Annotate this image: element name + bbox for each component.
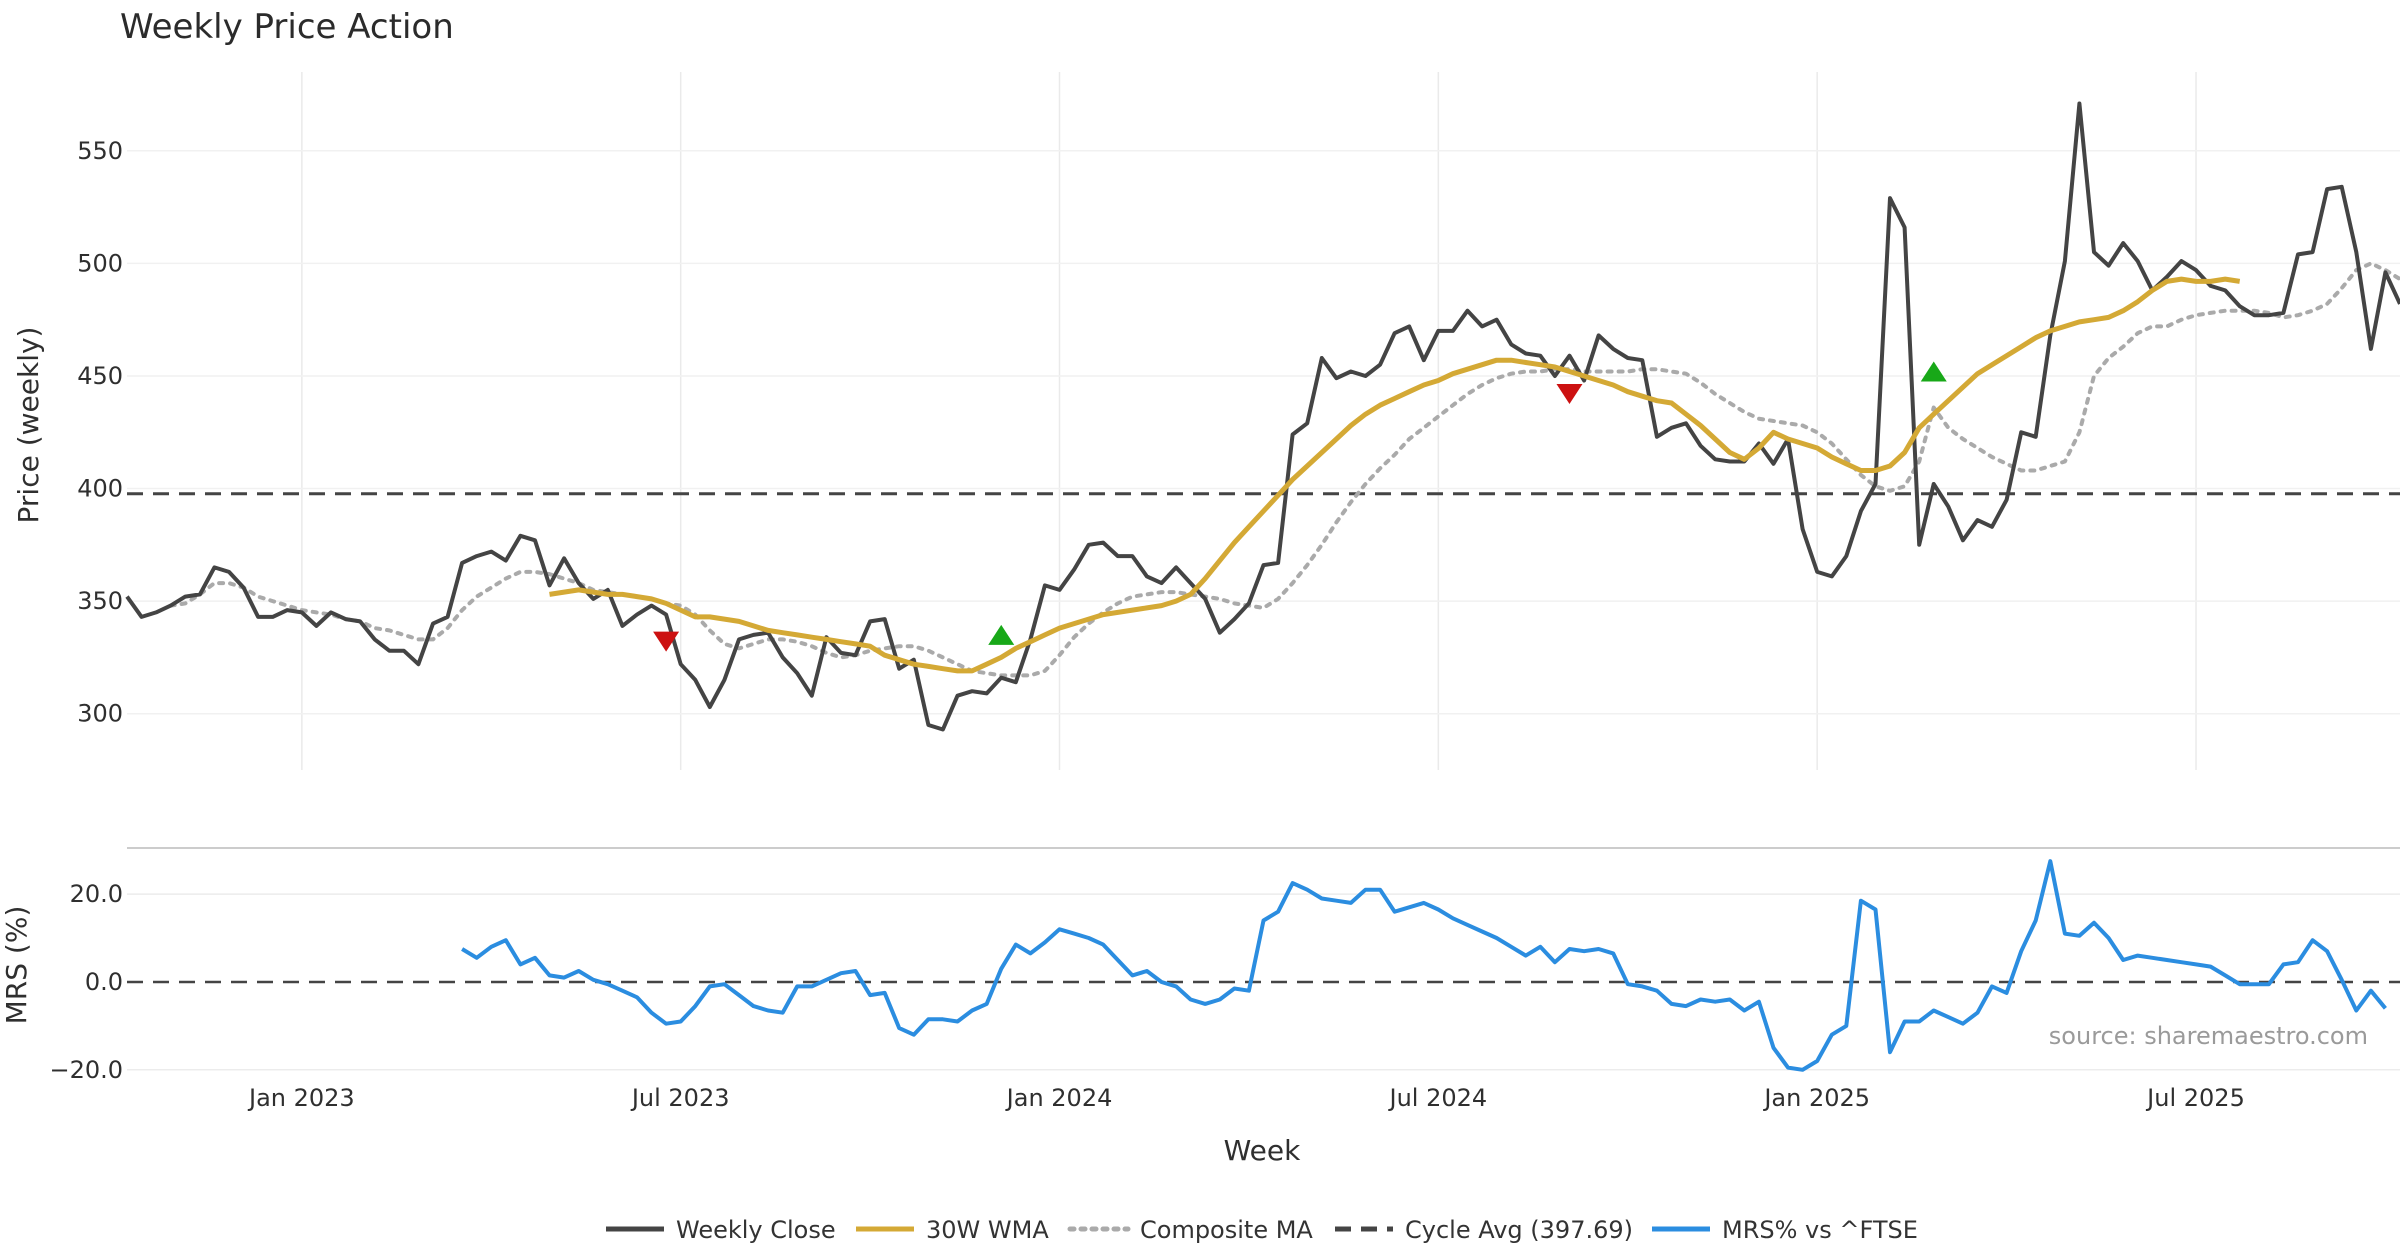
price-y-tick-550: 550 xyxy=(77,137,123,165)
legend-label-mrs-vs-ftse: MRS% vs ^FTSE xyxy=(1722,1216,1918,1244)
buy-signal-marker-2 xyxy=(988,624,1015,645)
legend-label-weekly-close: Weekly Close xyxy=(676,1216,836,1244)
x-tick-jan-2024: Jan 2024 xyxy=(1005,1084,1113,1112)
legend-label-cycle-avg-397-69: Cycle Avg (397.69) xyxy=(1405,1216,1633,1244)
mrs-y-tick-20-0: −20.0 xyxy=(49,1056,123,1084)
mrs-y-tick-0-0: 0.0 xyxy=(85,968,123,996)
mrs-vs-ftse-line xyxy=(461,859,2387,1072)
x-tick-jul-2025: Jul 2025 xyxy=(2145,1084,2245,1112)
price-y-tick-450: 450 xyxy=(77,362,123,390)
price-y-label: Price (weekly) xyxy=(12,327,45,524)
mrs-y-tick-20-0: 20.0 xyxy=(70,880,123,908)
mrs-y-label: MRS (%) xyxy=(0,906,33,1025)
price-y-tick-400: 400 xyxy=(77,475,123,503)
legend: Weekly Close 30W WMA Composite MA Cycle Avg… xyxy=(606,1216,1918,1244)
x-tick-jan-2025: Jan 2025 xyxy=(1762,1084,1870,1112)
x-axis-label: Week xyxy=(1224,1134,1301,1167)
x-tick-jul-2023: Jul 2023 xyxy=(630,1084,730,1112)
sell-signal-marker-3 xyxy=(1556,383,1583,404)
x-axis: Jan 2023 Jul 2023 Jan 2024 Jul 2024 Jan 2025… xyxy=(247,1084,2245,1112)
30w-wma-line xyxy=(549,276,2241,674)
weekly-close-series xyxy=(125,101,2400,732)
price-panel: 300 350 400 450 500 550 xyxy=(77,72,2400,770)
x-tick-jul-2024: Jul 2024 xyxy=(1388,1084,1488,1112)
30w-wma-series xyxy=(549,276,2241,674)
legend-item-weekly-close: Weekly Close xyxy=(606,1216,836,1244)
sell-signal-marker-1 xyxy=(653,631,680,652)
price-y-tick-350: 350 xyxy=(77,587,123,615)
legend-item-cycle-avg-397-69: Cycle Avg (397.69) xyxy=(1335,1216,1633,1244)
price-y-tick-300: 300 xyxy=(77,700,123,728)
price-y-tick-500: 500 xyxy=(77,249,123,277)
x-tick-jan-2023: Jan 2023 xyxy=(247,1084,355,1112)
mrs-panel: 20.0 0.0 −20.0 xyxy=(49,847,2400,1084)
legend-item-mrs-vs-ftse: MRS% vs ^FTSE xyxy=(1652,1216,1918,1244)
legend-label-composite-ma: Composite MA xyxy=(1140,1216,1313,1244)
buy-signal-marker-4 xyxy=(1920,361,1947,382)
legend-item-composite-ma: Composite MA xyxy=(1067,1216,1313,1244)
legend-item-30w-wma: 30W WMA xyxy=(856,1216,1049,1244)
composite-ma-series xyxy=(168,261,2400,678)
mrs-vs-ftse-series xyxy=(461,859,2387,1072)
legend-label-30w-wma: 30W WMA xyxy=(926,1216,1049,1244)
source-note: source: sharemaestro.com xyxy=(2049,1022,2368,1050)
weekly-close-line xyxy=(125,101,2400,732)
chart-title: Weekly Price Action xyxy=(120,7,454,47)
composite-ma-line xyxy=(168,261,2400,678)
